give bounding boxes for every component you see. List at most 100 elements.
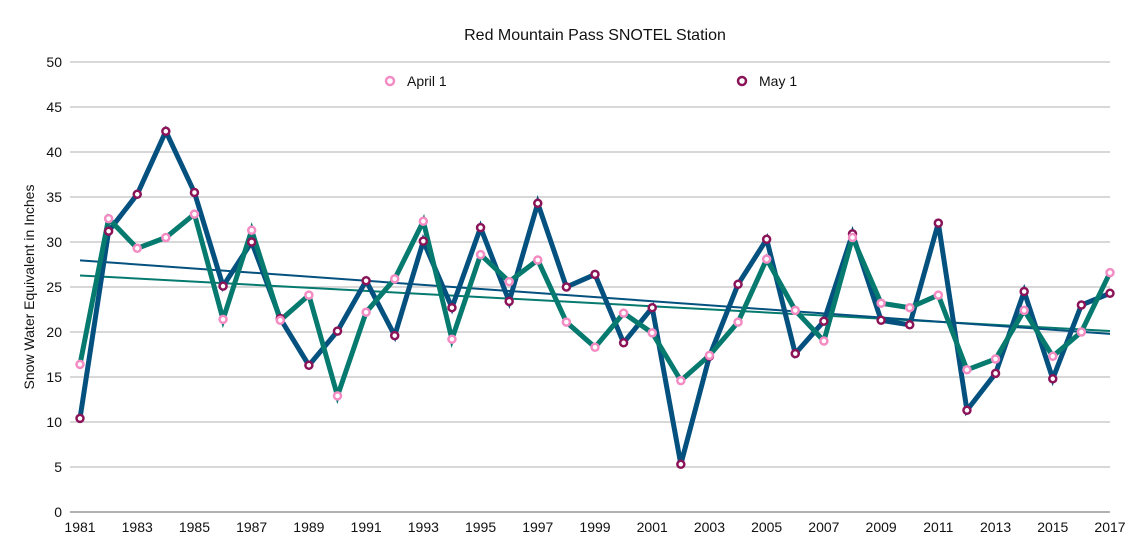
data-point: [904, 302, 915, 313]
data-point: [246, 225, 257, 236]
data-point: [504, 296, 514, 307]
data-point: [904, 320, 915, 330]
data-point: [1048, 374, 1058, 384]
data-point: [561, 282, 572, 292]
data-point: [561, 317, 572, 327]
chart-title: Red Mountain Pass SNOTEL Station: [464, 27, 726, 44]
data-point: [790, 305, 801, 316]
data-point: [533, 198, 543, 209]
data-point: [361, 275, 371, 286]
data-point: [876, 298, 886, 308]
data-point: [590, 269, 600, 280]
data-point: [676, 459, 686, 470]
x-tick-label: 1983: [122, 519, 153, 535]
x-tick-label: 1981: [64, 519, 95, 535]
x-tick-label: 1985: [179, 519, 210, 535]
x-tick-label: 1987: [236, 519, 267, 535]
data-point: [161, 232, 171, 243]
x-tick-label: 1995: [465, 519, 496, 535]
data-point: [447, 302, 457, 313]
x-tick-label: 2013: [980, 519, 1011, 535]
data-point: [847, 232, 858, 243]
data-point: [533, 255, 543, 265]
data-point: [962, 405, 972, 416]
legend-label: April 1: [407, 73, 447, 89]
data-point: [790, 348, 801, 359]
y-tick-label: 25: [46, 279, 62, 295]
data-point: [75, 413, 85, 424]
data-point: [933, 218, 944, 228]
data-point: [1048, 351, 1058, 362]
data-point: [1019, 286, 1029, 297]
data-point: [189, 209, 200, 219]
y-tick-label: 10: [46, 414, 62, 430]
y-axis-label: Snow Water Equivalent in Inches: [21, 185, 37, 390]
y-tick-label: 30: [46, 234, 62, 250]
data-point: [618, 308, 629, 318]
y-tick-label: 50: [46, 54, 62, 70]
data-point: [304, 290, 314, 300]
y-tick-label: 0: [54, 504, 62, 520]
y-tick-label: 5: [54, 459, 62, 475]
data-point: [590, 342, 600, 353]
data-point: [447, 334, 457, 344]
x-tick-label: 2011: [923, 519, 953, 535]
x-tick-label: 1989: [293, 519, 324, 535]
data-point: [1105, 267, 1115, 278]
x-tick-label: 2001: [637, 519, 668, 535]
x-tick-label: 2015: [1037, 519, 1068, 535]
x-tick-label: 1997: [522, 519, 553, 535]
data-point: [389, 330, 400, 341]
trendline-1: [79, 259, 1111, 335]
data-point: [389, 274, 400, 284]
y-tick-label: 45: [46, 99, 62, 115]
data-point: [161, 126, 171, 137]
y-tick-label: 15: [46, 369, 62, 385]
data-point: [103, 226, 114, 236]
data-point: [189, 187, 200, 198]
data-point: [332, 326, 343, 336]
data-point: [418, 216, 429, 227]
data-point: [990, 354, 1001, 364]
data-point: [132, 189, 142, 200]
data-point: [819, 316, 829, 326]
data-point: [1076, 300, 1087, 310]
data-point: [1076, 327, 1087, 337]
x-tick-label: 2017: [1094, 519, 1125, 535]
data-point: [504, 276, 514, 287]
data-point: [275, 315, 286, 326]
data-point: [304, 360, 314, 371]
data-point: [819, 336, 829, 346]
y-tick-label: 35: [46, 189, 62, 205]
data-point: [647, 328, 657, 338]
data-point: [332, 391, 343, 401]
data-point: [1105, 288, 1115, 299]
data-point: [761, 254, 772, 264]
y-tick-label: 40: [46, 144, 62, 160]
data-point: [103, 213, 114, 224]
data-point: [475, 249, 486, 260]
data-point: [933, 290, 944, 300]
data-point: [647, 302, 657, 313]
data-point: [704, 350, 715, 361]
x-tick-label: 1999: [579, 519, 610, 535]
data-point: [618, 338, 629, 348]
data-point: [475, 222, 486, 233]
data-point: [733, 317, 743, 327]
x-tick-label: 2003: [694, 519, 725, 535]
data-point: [676, 375, 686, 386]
data-point: [1019, 305, 1029, 316]
data-point: [990, 368, 1001, 379]
data-point: [218, 281, 228, 291]
x-tick-label: 2005: [751, 519, 782, 535]
x-tick-label: 1993: [408, 519, 439, 535]
data-point: [75, 359, 85, 370]
data-point: [962, 365, 972, 375]
data-point: [132, 243, 142, 254]
data-point: [361, 307, 371, 317]
legend-marker: [384, 75, 396, 87]
data-point: [218, 314, 228, 325]
data-point: [761, 234, 772, 245]
